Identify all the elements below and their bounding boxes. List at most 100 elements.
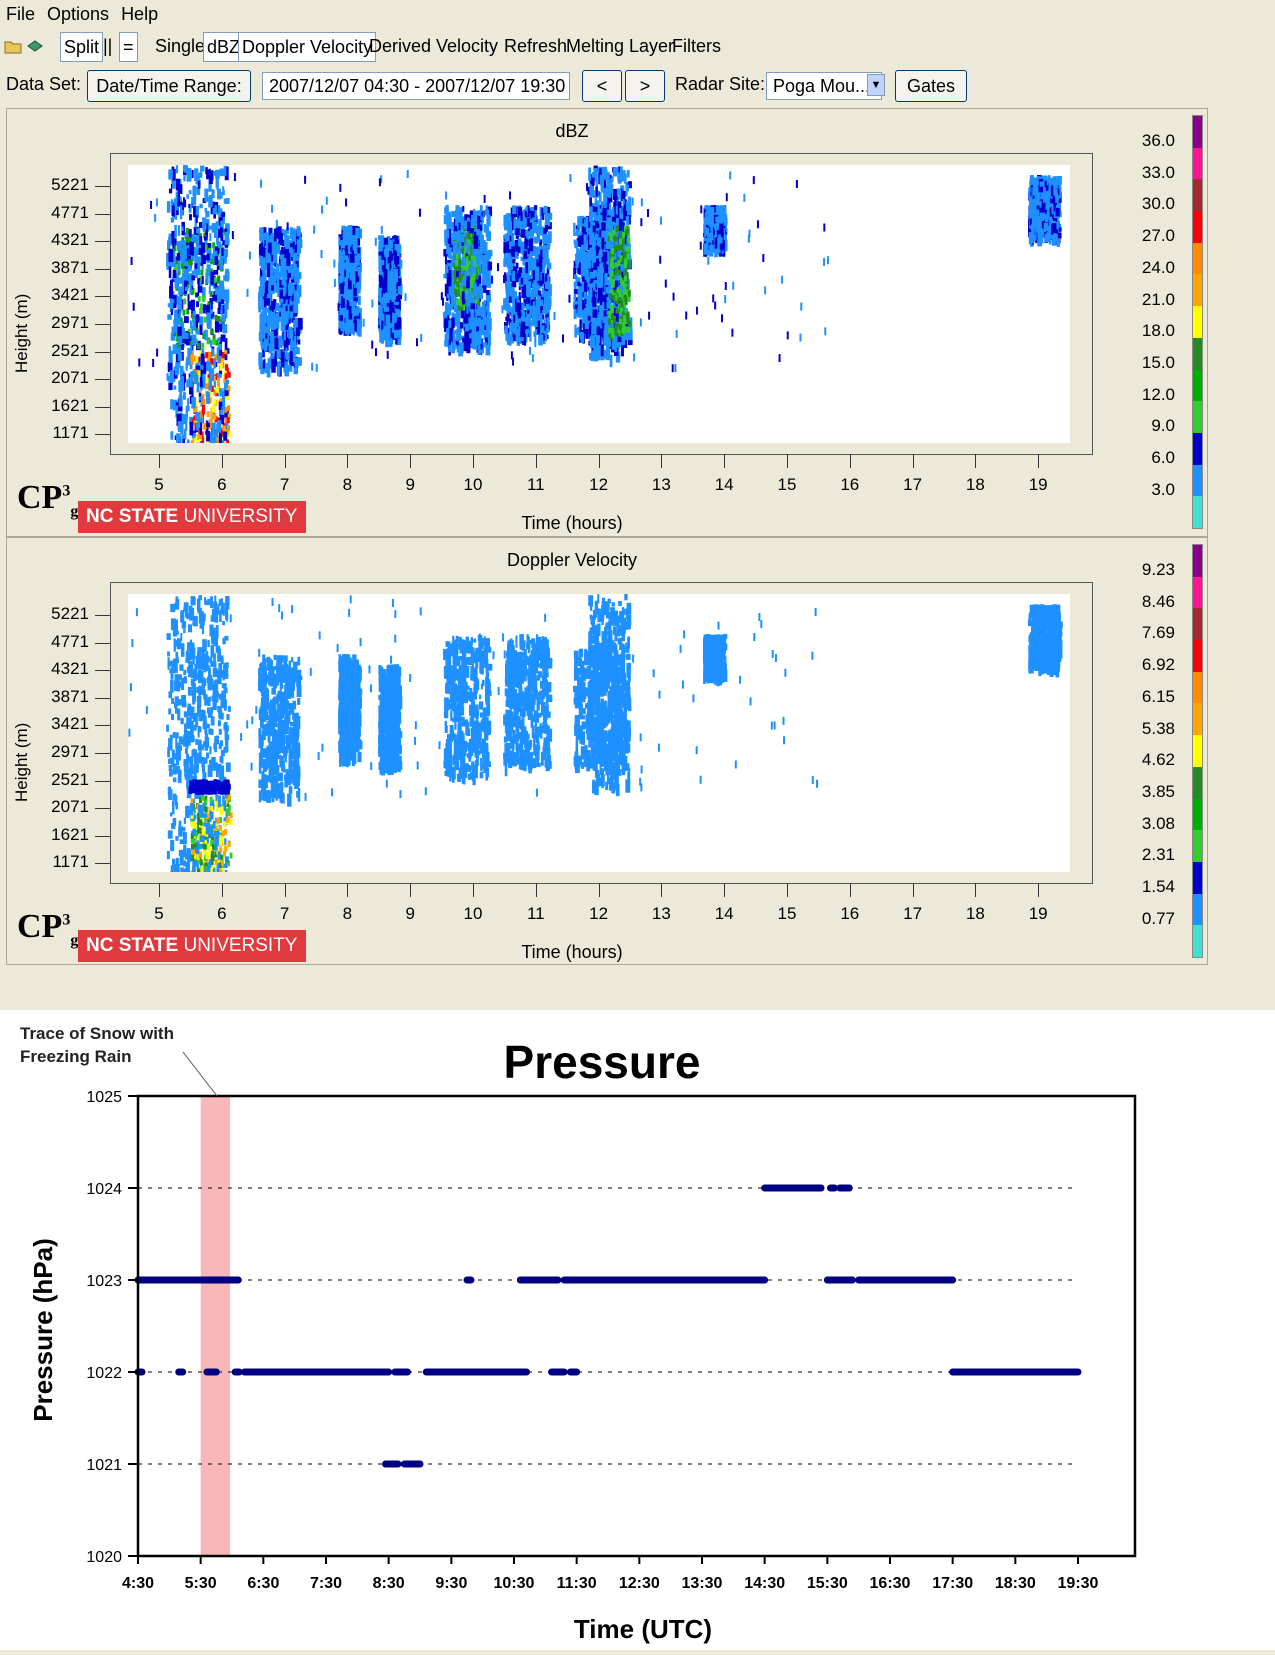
radar-echo (217, 338, 220, 342)
radar-echo (223, 431, 227, 440)
radar-echo (170, 431, 173, 439)
radar-echo (603, 191, 607, 202)
radar-echo (218, 358, 220, 363)
radar-echo (674, 364, 676, 372)
radar-echo (191, 275, 195, 280)
radar-echo (209, 286, 211, 294)
chevron-down-icon[interactable]: ▼ (867, 74, 885, 96)
radar-echo (187, 439, 190, 443)
radar-echo (321, 206, 323, 214)
radar-echo (444, 207, 448, 214)
radar-echo (753, 176, 755, 184)
radar-echo (192, 234, 195, 242)
radar-echo (347, 322, 352, 330)
radar-echo (138, 358, 140, 366)
radar-echo (207, 313, 211, 326)
radar-echo (574, 328, 577, 337)
radar-echo (726, 193, 728, 201)
radar-echo (220, 362, 223, 368)
radar-echo (276, 263, 280, 268)
radar-echo (173, 320, 178, 325)
menu-options[interactable]: Options (41, 0, 115, 25)
radar-echo (548, 231, 552, 243)
radar-echo (824, 327, 826, 335)
menu-help[interactable]: Help (115, 0, 164, 25)
refresh-button[interactable]: Refresh (501, 32, 570, 60)
radar-echo (215, 256, 219, 264)
horizontal-split-button[interactable]: = (119, 32, 138, 62)
single-button[interactable]: Single (152, 32, 208, 60)
doppler-velocity-button[interactable]: Doppler Velocity (238, 32, 376, 62)
radar-echo (265, 363, 269, 373)
radar-echo (445, 191, 447, 199)
radar-echo (260, 276, 263, 288)
vertical-split-button[interactable]: || (100, 32, 115, 60)
radar-echo (823, 258, 825, 266)
gates-button[interactable]: Gates (895, 70, 967, 102)
radar-echo (757, 220, 759, 228)
radar-echo (300, 240, 302, 248)
radar-echo (354, 319, 357, 331)
radar-echo (167, 314, 172, 319)
radar-echo (192, 371, 196, 375)
radar-echo (172, 299, 174, 303)
radar-echo (280, 290, 283, 299)
radar-echo (748, 230, 750, 238)
radar-echo (276, 220, 278, 228)
radar-echo (166, 373, 168, 381)
previous-button[interactable]: < (582, 70, 622, 102)
radar-echo (648, 312, 650, 320)
radar-echo (258, 352, 262, 365)
radar-echo (183, 175, 185, 181)
radar-echo (471, 215, 473, 220)
radar-echo (182, 310, 185, 316)
split-button[interactable]: Split (60, 32, 103, 62)
radar-echo (352, 235, 356, 244)
radar-echo (176, 165, 178, 173)
radar-echo (221, 248, 223, 256)
radar-echo (625, 182, 627, 194)
radar-echo (569, 174, 571, 182)
layers-icon[interactable] (26, 38, 44, 54)
radar-echo (268, 243, 272, 253)
radar-site-select[interactable]: Poga Mou... (766, 72, 882, 100)
radar-echo (189, 377, 193, 387)
radar-echo (712, 294, 714, 302)
radar-echo (545, 212, 549, 225)
radar-echo (224, 166, 227, 176)
radar-echo (209, 378, 212, 391)
radar-echo (624, 173, 626, 180)
radar-echo (185, 287, 188, 291)
radar-echo (313, 226, 315, 234)
radar-echo (209, 171, 213, 184)
radar-echo (270, 276, 274, 286)
filters-button[interactable]: Filters (669, 32, 724, 60)
radar-echo (177, 261, 180, 272)
radar-echo (282, 277, 287, 285)
radar-echo (273, 247, 277, 260)
radar-echo (445, 257, 447, 265)
menu-file[interactable]: File (0, 0, 41, 25)
derived-velocity-button[interactable]: Derived Velocity (366, 32, 501, 60)
radar-echo (191, 397, 196, 408)
radar-echo (168, 383, 172, 390)
radar-echo (267, 254, 270, 263)
radar-echo (202, 296, 205, 302)
melting-layer-button[interactable]: Melting Layer (563, 32, 677, 60)
radar-echo (628, 340, 633, 345)
radar-echo (199, 316, 203, 325)
radar-echo (186, 194, 189, 199)
radar-echo (205, 273, 208, 284)
radar-echo (222, 315, 226, 322)
radar-echo (175, 215, 177, 219)
date-time-range-field[interactable]: 2007/12/07 04:30 - 2007/12/07 19:30 (262, 72, 570, 100)
next-button[interactable]: > (625, 70, 665, 102)
radar-echo (264, 327, 267, 333)
radar-echo (221, 213, 225, 217)
radar-echo (194, 168, 198, 181)
radar-echo (207, 411, 210, 417)
radar-echo (178, 194, 180, 203)
radar-echo (202, 276, 204, 284)
open-folder-icon[interactable] (4, 38, 22, 54)
date-time-range-button[interactable]: Date/Time Range: (87, 70, 251, 102)
